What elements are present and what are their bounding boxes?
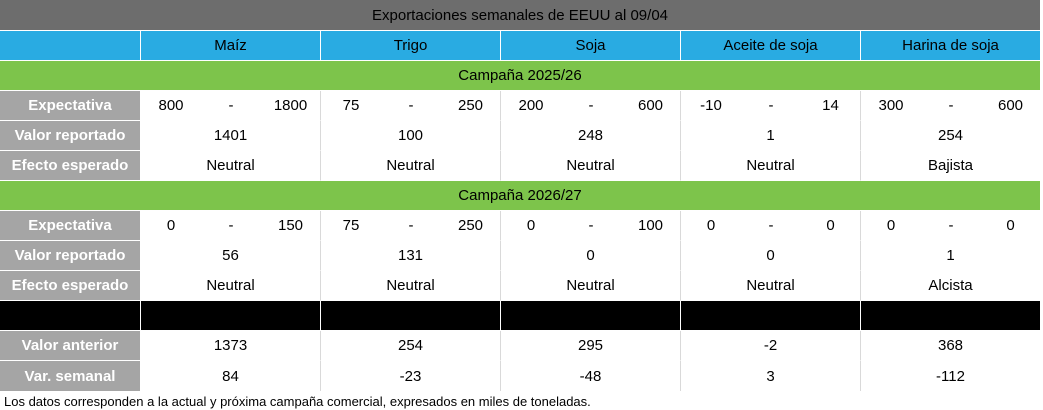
exp-dash: - xyxy=(741,211,801,241)
valor-cell: 254 xyxy=(861,121,1041,151)
c2-efecto-row: Efecto esperado Neutral Neutral Neutral … xyxy=(0,271,1041,301)
valor-cell: 1401 xyxy=(141,121,321,151)
exp-dash: - xyxy=(921,91,981,121)
valor-cell: 100 xyxy=(321,121,501,151)
col-header-trigo: Trigo xyxy=(321,31,501,61)
c2-expectativa-row: Expectativa 0 - 150 75 - 250 0 - 100 0 -… xyxy=(0,211,1041,241)
total-cell: 256 xyxy=(861,301,1041,331)
row-label: Efecto esperado xyxy=(0,151,141,181)
exp-min: 0 xyxy=(501,211,561,241)
exp-min: 75 xyxy=(321,211,381,241)
exp-dash: - xyxy=(921,211,981,241)
valor-cell: 1 xyxy=(681,121,861,151)
valor-cell: 56 xyxy=(141,241,321,271)
exp-dash: - xyxy=(201,91,261,121)
anterior-cell: 368 xyxy=(861,331,1041,361)
exp-max: 250 xyxy=(441,211,501,241)
col-header-harina: Harina de soja xyxy=(861,31,1041,61)
row-label: Var. semanal xyxy=(0,361,141,391)
exp-min: 200 xyxy=(501,91,561,121)
valor-cell: 0 xyxy=(681,241,861,271)
valor-cell: 131 xyxy=(321,241,501,271)
total-cell: 1457 xyxy=(141,301,321,331)
valor-cell: 248 xyxy=(501,121,681,151)
efecto-cell: Neutral xyxy=(501,271,681,301)
footnote: Los datos corresponden a la actual y pró… xyxy=(4,394,591,409)
exp-dash: - xyxy=(381,91,441,121)
efecto-cell: Alcista xyxy=(861,271,1041,301)
exp-dash: - xyxy=(741,91,801,121)
efecto-cell: Neutral xyxy=(501,151,681,181)
total-cell: 231 xyxy=(321,301,501,331)
row-label: Valor reportado xyxy=(0,121,141,151)
c1-expectativa-row: Expectativa 800 - 1800 75 - 250 200 - 60… xyxy=(0,91,1041,121)
row-label: Expectativa xyxy=(0,211,141,241)
exp-dash: - xyxy=(561,91,621,121)
campaign-1-row: Campaña 2025/26 xyxy=(0,61,1041,91)
variacion-row: Var. semanal 84 -23 -48 3 -112 xyxy=(0,361,1041,391)
exp-min: -10 xyxy=(681,91,741,121)
row-label: Expectativa xyxy=(0,91,141,121)
exp-min: 300 xyxy=(861,91,921,121)
row-label: Valor reportado xyxy=(0,241,141,271)
c2-valor-row: Valor reportado 56 131 0 0 1 xyxy=(0,241,1041,271)
row-label: Efecto esperado xyxy=(0,271,141,301)
variacion-cell: 84 xyxy=(141,361,321,391)
anterior-cell: 254 xyxy=(321,331,501,361)
exp-max: 600 xyxy=(621,91,681,121)
exp-min: 0 xyxy=(861,211,921,241)
efecto-cell: Neutral xyxy=(141,151,321,181)
campaign-2-label: Campaña 2026/27 xyxy=(0,181,1041,211)
anterior-row: Valor anterior 1373 254 295 -2 368 xyxy=(0,331,1041,361)
valor-cell: 1 xyxy=(861,241,1041,271)
title-row: Exportaciones semanales de EEUU al 09/04 xyxy=(0,0,1041,31)
valor-cell: 0 xyxy=(501,241,681,271)
exp-dash: - xyxy=(201,211,261,241)
exp-max: 100 xyxy=(621,211,681,241)
header-blank-cell xyxy=(0,31,141,61)
col-header-soja: Soja xyxy=(501,31,681,61)
exp-min: 800 xyxy=(141,91,201,121)
efecto-cell: Neutral xyxy=(141,271,321,301)
exp-max: 600 xyxy=(981,91,1041,121)
col-header-maiz: Maíz xyxy=(141,31,321,61)
campaign-1-label: Campaña 2025/26 xyxy=(0,61,1041,91)
exp-max: 0 xyxy=(981,211,1041,241)
exports-table: Exportaciones semanales de EEUU al 09/04… xyxy=(0,0,1041,391)
anterior-cell: -2 xyxy=(681,331,861,361)
efecto-cell: Neutral xyxy=(681,151,861,181)
exp-min: 75 xyxy=(321,91,381,121)
total-cell: 248 xyxy=(501,301,681,331)
exp-dash: - xyxy=(561,211,621,241)
c1-efecto-row: Efecto esperado Neutral Neutral Neutral … xyxy=(0,151,1041,181)
row-label: Total semanal xyxy=(0,301,141,331)
exp-max: 250 xyxy=(441,91,501,121)
efecto-cell: Neutral xyxy=(321,151,501,181)
total-row: Total semanal 1457 231 248 1 256 xyxy=(0,301,1041,331)
table-title: Exportaciones semanales de EEUU al 09/04 xyxy=(0,0,1041,31)
variacion-cell: -112 xyxy=(861,361,1041,391)
column-header-row: Maíz Trigo Soja Aceite de soja Harina de… xyxy=(0,31,1041,61)
efecto-cell: Bajista xyxy=(861,151,1041,181)
col-header-aceite: Aceite de soja xyxy=(681,31,861,61)
exp-max: 150 xyxy=(261,211,321,241)
variacion-cell: 3 xyxy=(681,361,861,391)
exp-dash: - xyxy=(381,211,441,241)
c1-valor-row: Valor reportado 1401 100 248 1 254 xyxy=(0,121,1041,151)
exp-max: 1800 xyxy=(261,91,321,121)
efecto-cell: Neutral xyxy=(681,271,861,301)
campaign-2-row: Campaña 2026/27 xyxy=(0,181,1041,211)
anterior-cell: 1373 xyxy=(141,331,321,361)
exp-min: 0 xyxy=(681,211,741,241)
variacion-cell: -23 xyxy=(321,361,501,391)
exp-min: 0 xyxy=(141,211,201,241)
total-cell: 1 xyxy=(681,301,861,331)
efecto-cell: Neutral xyxy=(321,271,501,301)
exp-max: 0 xyxy=(801,211,861,241)
variacion-cell: -48 xyxy=(501,361,681,391)
row-label: Valor anterior xyxy=(0,331,141,361)
anterior-cell: 295 xyxy=(501,331,681,361)
exp-max: 14 xyxy=(801,91,861,121)
